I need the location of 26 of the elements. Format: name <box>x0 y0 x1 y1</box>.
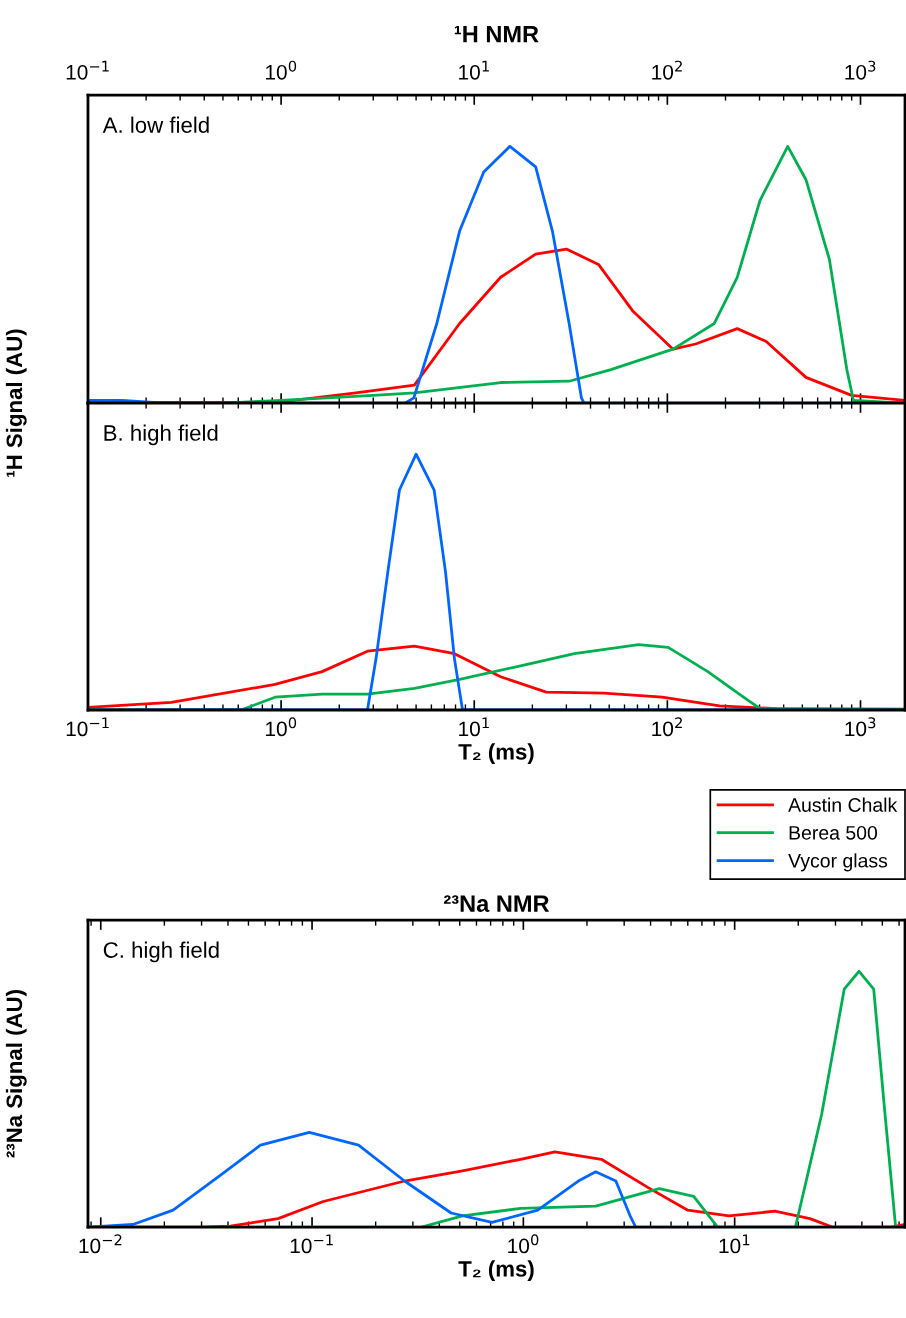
x-tick-label: 10$^{0}$ <box>266 60 297 80</box>
x-tick-label: 10$^{2}$ <box>652 60 682 80</box>
y-axis-title: ²³Na Signal (AU) <box>5 990 27 1158</box>
x-tick-label: 10$^{3}$ <box>845 717 876 737</box>
y-axis-title: ¹H Signal (AU) <box>5 329 27 477</box>
x-tick-label: 10$^{1}$ <box>719 1234 750 1254</box>
x-tick-label: 10$^{−2}$ <box>79 1234 122 1254</box>
legend-label: Austin Chalk <box>788 797 898 812</box>
x-tick-label: 10$^{−1}$ <box>290 1234 333 1254</box>
text: A. low field <box>102 116 209 133</box>
x-tick-label: 10$^{2}$ <box>652 717 682 737</box>
x-tick-label: 10$^{0}$ <box>266 717 297 737</box>
x-tick-label: 10$^{3}$ <box>845 60 876 80</box>
legend-label: Berea 500 <box>789 825 878 840</box>
x-tick-label: 10$^{1}$ <box>459 60 489 80</box>
x-tick-label: 10$^{−1}$ <box>66 717 109 737</box>
text: B. high field <box>104 424 218 446</box>
x-axis-title: T₂ (ms) <box>458 743 534 765</box>
text: C. high field <box>103 941 219 963</box>
chart-title: ²³Na NMR <box>443 895 550 912</box>
x-axis-title: T₂ (ms) <box>458 1260 534 1282</box>
legend-label: Vycor glass <box>788 853 888 872</box>
x-tick-label: 10$^{0}$ <box>508 1234 539 1254</box>
x-tick-label: 10$^{−1}$ <box>66 60 109 80</box>
chart-title: ¹H NMR <box>454 25 539 43</box>
x-tick-label: 10$^{1}$ <box>459 717 489 737</box>
